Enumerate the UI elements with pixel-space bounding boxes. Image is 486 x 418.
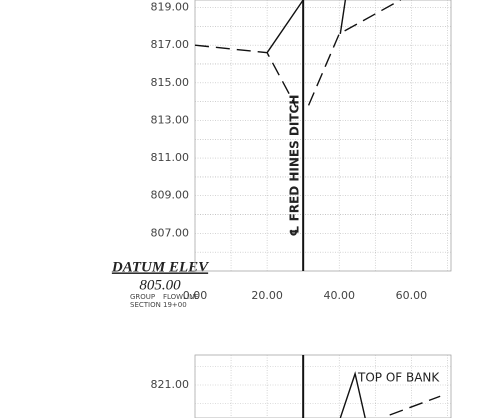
y-tick-label: 817.00 (151, 38, 190, 51)
section-line (339, 0, 347, 34)
plot-frame (194, 0, 452, 272)
y-tick-label: 819.00 (151, 1, 190, 14)
y-tick-label: 815.00 (151, 76, 190, 89)
section-line (194, 44, 297, 108)
datum-value: 805.00 (139, 277, 181, 293)
plot-frame (194, 354, 452, 418)
x-tick-label: 0.00 (183, 289, 208, 302)
section-line (389, 395, 441, 416)
y-tick-label: 811.00 (151, 151, 190, 164)
y-tick-label: 807.00 (151, 226, 190, 239)
x-tick-label: 20.00 (251, 289, 283, 302)
section-line (307, 0, 401, 106)
group-label: GROUP (130, 293, 155, 301)
y-tick-label: 821.00 (151, 378, 190, 391)
y-tick-label: 813.00 (151, 113, 190, 126)
section-line (266, 0, 304, 54)
x-tick-label: 40.00 (323, 289, 355, 302)
group-value: FLOWLINE (163, 293, 199, 301)
section-line (339, 371, 366, 418)
annotation: TOP OF BANK (357, 371, 440, 385)
y-tick-label: 809.00 (151, 189, 190, 202)
x-tick-label: 60.00 (396, 289, 428, 302)
section-label: SECTION (130, 301, 161, 309)
section-value: 19+00 (163, 301, 187, 309)
datum-title: DATUM ELEV (111, 259, 210, 275)
centerline-label: ℄ FRED HINES DITCH (288, 95, 302, 237)
